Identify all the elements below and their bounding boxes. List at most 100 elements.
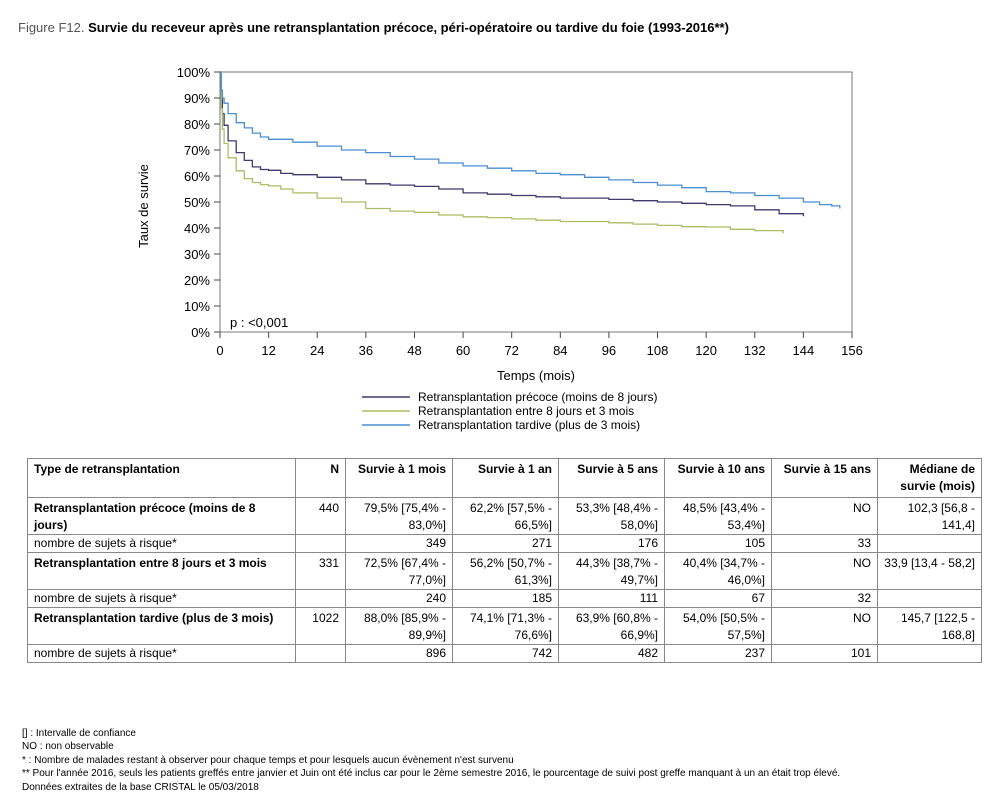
legend-label-3: Retransplantation tardive (plus de 3 moi… — [418, 418, 640, 432]
cell-median-survival: 102,3 [56,8 - 141,4] — [877, 497, 982, 535]
at-risk-10-years: 237 — [664, 644, 772, 663]
at-risk-10-years: 67 — [664, 589, 772, 608]
at-risk-label: nombre de sujets à risque* — [27, 644, 296, 663]
at-risk-5-years: 482 — [558, 644, 665, 663]
table-row-at-risk-3: nombre de sujets à risque* 896 742 482 2… — [27, 644, 982, 663]
survival-line-3 — [220, 71, 841, 209]
cell-empty — [295, 644, 346, 663]
cell-survival-1-month: 88,0% [85,9% - 89,9%] — [345, 607, 453, 645]
cell-empty — [877, 589, 982, 608]
y-tick-label: 0% — [191, 325, 210, 340]
cell-empty — [877, 534, 982, 553]
legend-label-1: Retransplantation précoce (moins de 8 jo… — [418, 390, 657, 404]
cell-survival-10-years: 40,4% [34,7% - 46,0%] — [664, 552, 772, 590]
x-tick-label: 144 — [793, 343, 815, 358]
survival-curves — [220, 71, 841, 234]
header-survival-10-years: Survie à 10 ans — [664, 458, 772, 498]
p-value-annotation: p : <0,001 — [230, 315, 288, 330]
y-tick-label: 90% — [184, 91, 210, 106]
header-survival-15-years: Survie à 15 ans — [771, 458, 878, 498]
header-median-survival: Médiane de survie (mois) — [877, 458, 982, 498]
figure-title: Figure F12. Survie du receveur après une… — [18, 20, 729, 35]
y-axis: 0% 10% 20% 30% 40% 50% 60% 70% 80% 90% 100% — [177, 65, 220, 340]
x-tick-label: 84 — [553, 343, 567, 358]
group-label: Retransplantation précoce (moins de 8 jo… — [27, 497, 296, 535]
cell-survival-1-month: 79,5% [75,4% - 83,0%] — [345, 497, 453, 535]
table-header-row: Type de retransplantation N Survie à 1 m… — [27, 458, 982, 498]
cell-empty — [877, 644, 982, 663]
footnote-source: Données extraites de la base CRISTAL le … — [22, 781, 259, 793]
plot-area — [219, 71, 853, 333]
table-row-group-2: Retransplantation entre 8 jours et 3 moi… — [27, 552, 982, 590]
cell-n: 1022 — [295, 607, 346, 645]
x-tick-label: 36 — [359, 343, 373, 358]
survival-line-2 — [220, 71, 784, 234]
y-tick-label: 100% — [177, 65, 211, 80]
table-row-at-risk-2: nombre de sujets à risque* 240 185 111 6… — [27, 589, 982, 608]
header-type: Type de retransplantation — [27, 458, 296, 498]
x-axis-label: Temps (mois) — [497, 368, 575, 383]
y-tick-label: 70% — [184, 143, 210, 158]
y-tick-label: 30% — [184, 247, 210, 262]
table-row-at-risk-1: nombre de sujets à risque* 349 271 176 1… — [27, 534, 982, 553]
y-tick-label: 10% — [184, 299, 210, 314]
x-tick-label: 96 — [602, 343, 616, 358]
figure-title-text: Survie du receveur après une retransplan… — [88, 20, 729, 35]
at-risk-1-year: 185 — [452, 589, 559, 608]
cell-survival-10-years: 48,5% [43,4% - 53,4%] — [664, 497, 772, 535]
at-risk-1-year: 271 — [452, 534, 559, 553]
survival-line-1 — [220, 71, 805, 217]
cell-empty — [295, 534, 346, 553]
cell-survival-15-years: NO — [771, 552, 878, 590]
x-axis: 0 12 24 36 48 60 72 84 96 108 120 132 144 156 — [216, 332, 863, 358]
cell-n: 331 — [295, 552, 346, 590]
cell-survival-1-year: 74,1% [71,3% - 76,6%] — [452, 607, 559, 645]
at-risk-5-years: 111 — [558, 589, 665, 608]
footnote-not-observable: NO : non observable — [22, 741, 114, 753]
at-risk-10-years: 105 — [664, 534, 772, 553]
chart-legend: Retransplantation précoce (moins de 8 jo… — [362, 390, 657, 432]
group-label: Retransplantation entre 8 jours et 3 moi… — [27, 552, 296, 590]
cell-median-survival: 33,9 [13,4 - 58,2] — [877, 552, 982, 590]
footnotes: [] : Intervalle de confiance NO : non ob… — [22, 727, 840, 794]
footnote-2016: ** Pour l'année 2016, seuls les patients… — [22, 768, 841, 780]
cell-survival-1-month: 72,5% [67,4% - 77,0%] — [345, 552, 453, 590]
at-risk-1-year: 742 — [452, 644, 559, 663]
cell-survival-5-years: 53,3% [48,4% - 58,0%] — [558, 497, 665, 535]
footnote-at-risk: * : Nombre de malades restant à observer… — [22, 754, 514, 766]
x-tick-label: 156 — [841, 343, 863, 358]
cell-survival-5-years: 44,3% [38,7% - 49,7%] — [558, 552, 665, 590]
legend-label-2: Retransplantation entre 8 jours et 3 moi… — [418, 404, 634, 418]
header-survival-1-year: Survie à 1 an — [452, 458, 559, 498]
cell-survival-15-years: NO — [771, 607, 878, 645]
at-risk-15-years: 101 — [771, 644, 878, 663]
x-tick-label: 120 — [695, 343, 717, 358]
header-survival-1-month: Survie à 1 mois — [345, 458, 453, 498]
y-axis-label: Taux de survie — [136, 164, 151, 248]
survival-table: Type de retransplantation N Survie à 1 m… — [27, 458, 982, 663]
table-row-group-3: Retransplantation tardive (plus de 3 moi… — [27, 607, 982, 645]
cell-survival-15-years: NO — [771, 497, 878, 535]
x-tick-label: 108 — [647, 343, 669, 358]
footnote-confidence-interval: [] : Intervalle de confiance — [22, 728, 136, 739]
x-tick-label: 60 — [456, 343, 470, 358]
cell-survival-1-year: 62,2% [57,5% - 66,5%] — [452, 497, 559, 535]
at-risk-1-month: 896 — [345, 644, 453, 663]
y-tick-label: 80% — [184, 117, 210, 132]
cell-median-survival: 145,7 [122,5 - 168,8] — [877, 607, 982, 645]
at-risk-15-years: 33 — [771, 534, 878, 553]
group-label: Retransplantation tardive (plus de 3 moi… — [27, 607, 296, 645]
y-tick-label: 50% — [184, 195, 210, 210]
x-tick-label: 24 — [310, 343, 324, 358]
header-n: N — [295, 458, 346, 498]
x-tick-label: 48 — [407, 343, 421, 358]
cell-survival-5-years: 63,9% [60,8% - 66,9%] — [558, 607, 665, 645]
at-risk-5-years: 176 — [558, 534, 665, 553]
at-risk-label: nombre de sujets à risque* — [27, 534, 296, 553]
at-risk-1-month: 349 — [345, 534, 453, 553]
at-risk-label: nombre de sujets à risque* — [27, 589, 296, 608]
y-tick-label: 40% — [184, 221, 210, 236]
x-tick-label: 132 — [744, 343, 766, 358]
survival-chart: 0% 10% 20% 30% 40% 50% 60% 70% 80% 90% 100% 0 12 24 3… — [136, 65, 863, 432]
header-survival-5-years: Survie à 5 ans — [558, 458, 665, 498]
